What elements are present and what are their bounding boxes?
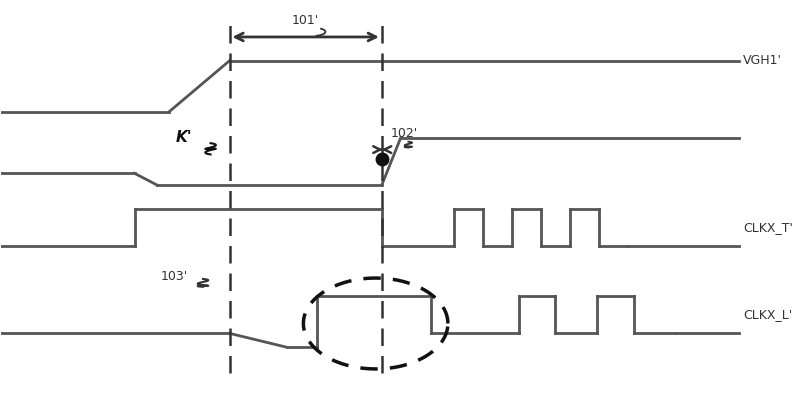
Text: 102': 102' bbox=[391, 127, 418, 140]
Text: VGH1': VGH1' bbox=[743, 54, 782, 67]
Text: 101': 101' bbox=[292, 14, 319, 27]
Text: CLKX_T': CLKX_T' bbox=[743, 221, 793, 234]
Text: CLKX_L': CLKX_L' bbox=[743, 308, 792, 321]
Text: K': K' bbox=[176, 130, 192, 145]
Text: 103': 103' bbox=[161, 269, 188, 283]
